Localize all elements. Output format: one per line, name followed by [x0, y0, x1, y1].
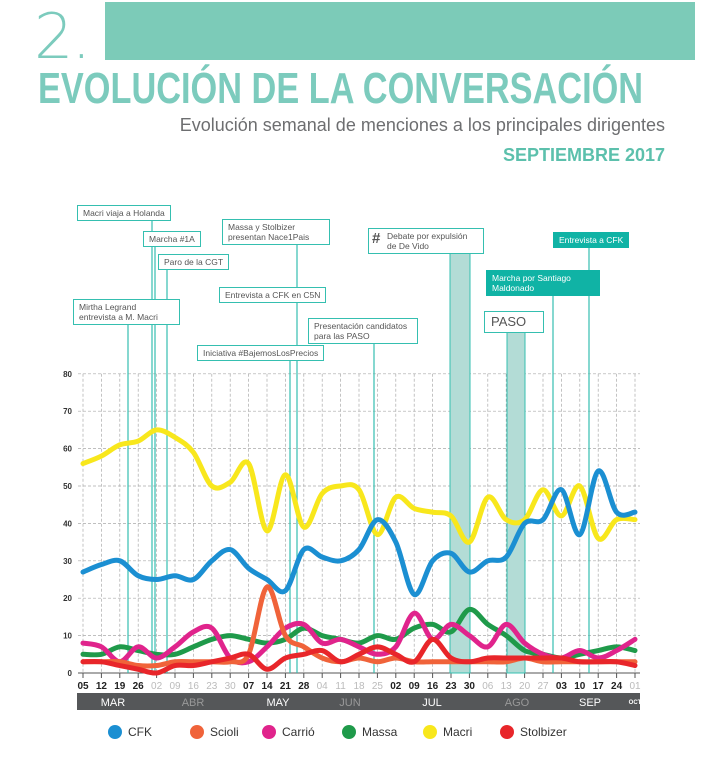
- legend-swatch: [108, 725, 122, 739]
- x-tick-label: 09: [409, 681, 421, 692]
- x-tick-label: 25: [372, 681, 384, 692]
- x-tick-label: 14: [261, 681, 273, 692]
- legend-swatch: [190, 725, 204, 739]
- y-tick-label: 20: [63, 594, 72, 603]
- x-tick-label: 16: [427, 681, 439, 692]
- x-tick-label: 05: [77, 681, 89, 692]
- legend-label: Scioli: [210, 725, 239, 739]
- legend-label: Stolbizer: [520, 725, 567, 739]
- x-tick-label: 23: [445, 681, 457, 692]
- legend-item: Carrió: [262, 725, 315, 739]
- y-tick-label: 70: [63, 407, 72, 416]
- x-tick-label: 21: [280, 681, 292, 692]
- x-tick-label: 27: [537, 681, 549, 692]
- annotation: Entrevista a CFK en C5N: [219, 287, 327, 304]
- y-tick-label: 50: [63, 482, 72, 491]
- legend-label: CFK: [128, 725, 152, 739]
- x-tick-label: 18: [353, 681, 365, 692]
- month-label: JUL: [422, 697, 442, 709]
- x-tick-label: 07: [243, 681, 255, 692]
- month-label: ABR: [182, 697, 205, 709]
- x-tick-label: 30: [225, 681, 237, 692]
- month-label: SEP: [579, 697, 601, 709]
- annotation: Iniciativa #BajemosLosPrecios: [197, 345, 325, 362]
- legend-label: Massa: [362, 725, 398, 739]
- x-tick-label: 16: [188, 681, 200, 692]
- header-bar: [105, 2, 695, 60]
- subtitle: Evolución semanal de menciones a los pri…: [179, 115, 665, 135]
- month-band: [77, 693, 640, 710]
- y-tick-label: 40: [63, 519, 72, 528]
- x-tick-label: 04: [317, 681, 329, 692]
- legend-label: Macri: [443, 725, 473, 739]
- y-tick-label: 80: [63, 370, 72, 379]
- y-tick-label: 60: [63, 445, 72, 454]
- x-tick-label: 11: [335, 681, 346, 692]
- month-label: OCT: [629, 700, 642, 706]
- x-tick-label: 19: [114, 681, 126, 692]
- annotation: PASO: [484, 311, 544, 333]
- section-number: 2.: [34, 0, 91, 73]
- legend-item: Massa: [342, 725, 397, 739]
- annotation: Paro de la CGT: [158, 254, 230, 271]
- x-tick-label: 01: [629, 681, 641, 692]
- legend-item: CFK: [108, 725, 152, 739]
- annotation: Entrevista a CFK: [553, 232, 630, 249]
- y-tick-label: 10: [63, 632, 72, 641]
- x-tick-label: 20: [519, 681, 531, 692]
- annotation: Presentación candidatos para las PASO: [308, 318, 418, 345]
- paso-highlight: [506, 330, 526, 674]
- x-tick-label: 28: [298, 681, 310, 692]
- x-tick-label: 17: [593, 681, 605, 692]
- legend-item: Macri: [423, 725, 472, 739]
- legend-item: Stolbizer: [500, 725, 567, 739]
- x-tick-label: 12: [96, 681, 108, 692]
- annotation: Mirtha Legrand entrevista a M. Macri: [73, 299, 180, 326]
- x-tick-label: 23: [206, 681, 218, 692]
- x-tick-label: 10: [574, 681, 586, 692]
- legend-swatch: [500, 725, 514, 739]
- month-label: MAY: [266, 697, 290, 709]
- x-tick-label: 09: [169, 681, 181, 692]
- month-label: AGO: [505, 697, 530, 709]
- hashtag-icon: #: [372, 230, 381, 247]
- annotation: Marcha por Santiago Maldonado: [486, 270, 600, 297]
- x-tick-label: 24: [611, 681, 623, 692]
- x-tick-label: 06: [482, 681, 494, 692]
- x-tick-label: 30: [464, 681, 476, 692]
- period: SEPTIEMBRE 2017: [502, 145, 665, 165]
- y-tick-label: 0: [68, 669, 73, 678]
- month-label: JUN: [339, 697, 360, 709]
- x-tick-label: 26: [133, 681, 145, 692]
- annotation: Marcha #1A: [143, 231, 201, 248]
- legend-label: Carrió: [282, 725, 315, 739]
- page-title: EVOLUCIÓN DE LA CONVERSACIÓN: [38, 64, 644, 113]
- x-tick-label: 13: [501, 681, 513, 692]
- annotation: # Debate por expulsión de De Vido: [368, 228, 484, 255]
- legend-swatch: [342, 725, 356, 739]
- annotation: Macri viaja a Holanda: [77, 205, 171, 222]
- month-label: MAR: [101, 697, 126, 709]
- annotation: Massa y Stolbizer presentan Nace1Pais: [222, 219, 330, 246]
- y-tick-label: 30: [63, 557, 72, 566]
- annotation-text: Debate por expulsión de De Vido: [387, 231, 468, 252]
- x-tick-label: 03: [556, 681, 568, 692]
- x-tick-label: 02: [151, 681, 163, 692]
- legend-item: Scioli: [190, 725, 239, 739]
- legend-swatch: [262, 725, 276, 739]
- x-tick-label: 02: [390, 681, 402, 692]
- legend-swatch: [423, 725, 437, 739]
